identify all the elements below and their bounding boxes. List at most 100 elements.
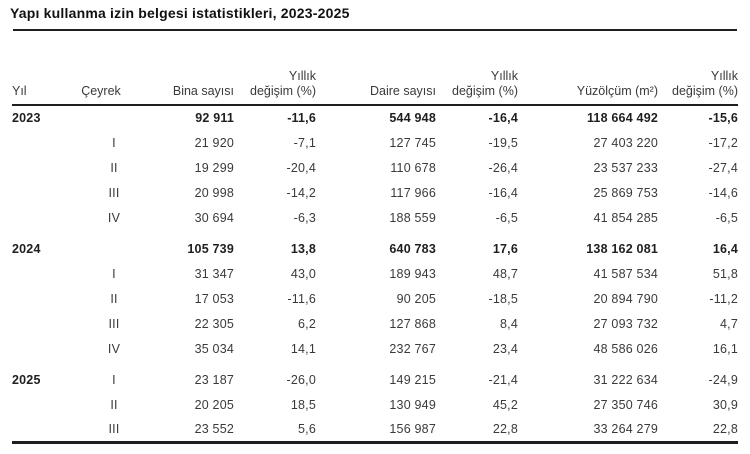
column-header-label: değişim (%) <box>452 84 518 98</box>
value-cell: 48 586 026 <box>593 341 658 356</box>
table-row: I 21 920 -7,1 127 745 -19,5 27 403 220 -17,2 <box>12 130 738 155</box>
table-row: 2025 I 23 187 -26,0 149 215 -21,4 31 222 634 -2… <box>12 361 738 392</box>
value-cell: -11,2 <box>709 291 738 306</box>
value-cell: 35 034 <box>194 341 234 356</box>
value-cell: 30,9 <box>712 397 738 412</box>
table-row: 2024 105 739 13,8 640 783 17,6 138 162 081 16,… <box>12 230 738 261</box>
value-cell: 19 299 <box>194 160 234 175</box>
value-cell: -16,4 <box>488 111 518 125</box>
value-cell: -7,1 <box>293 135 316 150</box>
value-cell: 22,8 <box>712 421 738 436</box>
column-header-3: Yıllık değişim (%) <box>234 31 316 106</box>
value-cell: -14,2 <box>286 185 316 200</box>
quarter-cell: II <box>110 397 118 412</box>
value-cell: -26,0 <box>286 372 316 387</box>
value-cell: 92 911 <box>195 111 234 125</box>
quarter-cell: III <box>108 421 120 436</box>
value-cell: -6,3 <box>293 210 316 225</box>
column-header-4: Daire sayısı <box>316 31 436 106</box>
table-row: 2023 92 911 -11,6 544 948 -16,4 118 664 492 -1… <box>12 105 738 130</box>
year-cell <box>12 261 67 286</box>
year-cell <box>12 286 67 311</box>
value-cell: 45,2 <box>492 397 518 412</box>
value-cell: 156 987 <box>389 421 436 436</box>
value-cell: 22 305 <box>194 316 234 331</box>
quarter-cell: I <box>112 372 116 387</box>
value-cell: 232 767 <box>389 341 436 356</box>
year-cell <box>12 392 67 417</box>
value-cell: -24,9 <box>708 372 738 387</box>
year-cell <box>12 336 67 361</box>
value-cell: 27 403 220 <box>593 135 658 150</box>
year-cell <box>12 417 67 442</box>
value-cell: 43,0 <box>290 266 316 281</box>
value-cell: -11,6 <box>287 111 316 125</box>
value-cell: 27 350 746 <box>593 397 658 412</box>
value-cell: 138 162 081 <box>586 241 658 256</box>
value-cell: 127 745 <box>389 135 436 150</box>
value-cell: -20,4 <box>286 160 316 175</box>
year-cell: 2025 <box>12 372 41 387</box>
value-cell: 23 187 <box>194 372 234 387</box>
column-header-top-label: Yıllık <box>490 69 518 83</box>
value-cell: 23,4 <box>492 341 518 356</box>
value-cell: 5,6 <box>298 421 316 436</box>
column-header-label: değişim (%) <box>250 84 316 98</box>
table-row: I 31 347 43,0 189 943 48,7 41 587 534 51,8 <box>12 261 738 286</box>
column-header-5: Yıllık değişim (%) <box>436 31 518 106</box>
value-cell: 30 694 <box>194 210 234 225</box>
column-header-label: değişim (%) <box>672 84 738 98</box>
value-cell: 14,1 <box>290 341 316 356</box>
table-row: IV 30 694 -6,3 188 559 -6,5 41 854 285 -6,5 <box>12 205 738 230</box>
value-cell: 27 093 732 <box>593 316 658 331</box>
value-cell: 118 664 492 <box>586 111 658 125</box>
value-cell: 33 264 279 <box>593 421 658 436</box>
column-header-top-label: Yıllık <box>288 69 316 83</box>
year-cell <box>12 155 67 180</box>
value-cell: 31 347 <box>194 266 234 281</box>
value-cell: 20 894 790 <box>593 291 658 306</box>
value-cell: 17 053 <box>194 291 234 306</box>
value-cell: 20 205 <box>194 397 234 412</box>
quarter-cell <box>67 230 135 261</box>
quarter-cell: II <box>110 160 118 175</box>
title-divider-line <box>13 29 737 31</box>
column-header-label: Bina sayısı <box>172 84 234 98</box>
value-cell: -6,5 <box>715 210 738 225</box>
value-cell: 110 678 <box>390 160 436 175</box>
value-cell: 20 998 <box>194 185 234 200</box>
column-header-0: Yıl <box>12 31 67 106</box>
value-cell: 48,7 <box>492 266 518 281</box>
value-cell: 117 966 <box>390 185 436 200</box>
quarter-cell: III <box>108 185 120 200</box>
year-cell: 2024 <box>12 241 41 256</box>
value-cell: -19,5 <box>488 135 518 150</box>
value-cell: -21,4 <box>488 372 518 387</box>
value-cell: -14,6 <box>708 185 738 200</box>
table-row: IV 35 034 14,1 232 767 23,4 48 586 026 16,1 <box>12 336 738 361</box>
value-cell: 16,1 <box>712 341 738 356</box>
value-cell: 23 552 <box>194 421 234 436</box>
column-header-label: Yıl <box>12 84 27 98</box>
quarter-cell <box>67 105 135 130</box>
quarter-cell: I <box>112 135 116 150</box>
value-cell: 21 920 <box>194 135 234 150</box>
value-cell: 189 943 <box>389 266 436 281</box>
value-cell: 8,4 <box>500 316 518 331</box>
value-cell: 127 868 <box>389 316 436 331</box>
value-cell: 17,6 <box>492 241 518 256</box>
column-header-6: Yüzölçüm (m²) <box>518 31 658 106</box>
statistics-table: Yıl Çeyrek Bina sayısı Yıllık değişim (%) Dai… <box>12 31 738 444</box>
value-cell: -18,5 <box>488 291 518 306</box>
value-cell: -17,2 <box>708 135 738 150</box>
table-row: II 17 053 -11,6 90 205 -18,5 20 894 790 -11,2 <box>12 286 738 311</box>
column-header-1: Çeyrek <box>67 31 135 106</box>
value-cell: 90 205 <box>396 291 436 306</box>
value-cell: -16,4 <box>488 185 518 200</box>
column-header-label: Çeyrek <box>81 84 121 98</box>
value-cell: 105 739 <box>187 241 234 256</box>
value-cell: -15,6 <box>708 111 738 125</box>
value-cell: 544 948 <box>389 111 436 125</box>
value-cell: 149 215 <box>389 372 436 387</box>
value-cell: -11,6 <box>287 291 316 306</box>
